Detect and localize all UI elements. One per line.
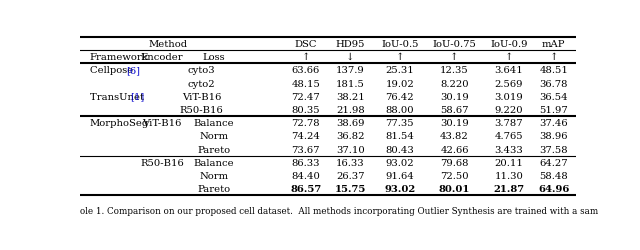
- Text: 2.569: 2.569: [495, 79, 524, 88]
- Text: R50-B16: R50-B16: [180, 106, 223, 114]
- Text: 15.75: 15.75: [335, 184, 366, 193]
- Text: 3.787: 3.787: [495, 119, 524, 128]
- Text: Method: Method: [148, 40, 188, 49]
- Text: 73.67: 73.67: [291, 145, 320, 154]
- Text: 72.47: 72.47: [291, 92, 320, 101]
- Text: 19.02: 19.02: [385, 79, 414, 88]
- Text: 58.67: 58.67: [440, 106, 468, 114]
- Text: 86.33: 86.33: [291, 158, 320, 167]
- Text: 30.19: 30.19: [440, 119, 469, 128]
- Text: HD95: HD95: [335, 40, 365, 49]
- Text: R50-B16: R50-B16: [140, 158, 184, 167]
- Text: 11.30: 11.30: [495, 171, 524, 180]
- Text: 37.46: 37.46: [540, 119, 568, 128]
- Text: ↓: ↓: [346, 53, 355, 62]
- Text: ↑: ↑: [451, 53, 459, 62]
- Text: Pareto: Pareto: [197, 184, 230, 193]
- Text: IoU-0.75: IoU-0.75: [433, 40, 476, 49]
- Text: 30.19: 30.19: [440, 92, 469, 101]
- Text: ViT-B16: ViT-B16: [142, 119, 182, 128]
- Text: 181.5: 181.5: [336, 79, 365, 88]
- Text: 80.01: 80.01: [439, 184, 470, 193]
- Text: 63.66: 63.66: [292, 66, 320, 75]
- Text: 93.02: 93.02: [386, 158, 414, 167]
- Text: 48.15: 48.15: [291, 79, 320, 88]
- Text: 21.87: 21.87: [493, 184, 525, 193]
- Text: 72.50: 72.50: [440, 171, 468, 180]
- Text: 37.58: 37.58: [540, 145, 568, 154]
- Text: 36.78: 36.78: [540, 79, 568, 88]
- Text: cyto3: cyto3: [188, 66, 215, 75]
- Text: 3.019: 3.019: [495, 92, 524, 101]
- Text: 79.68: 79.68: [440, 158, 468, 167]
- Text: [6]: [6]: [125, 66, 140, 75]
- Text: 74.24: 74.24: [291, 132, 320, 141]
- Text: 26.37: 26.37: [336, 171, 365, 180]
- Text: 21.98: 21.98: [336, 106, 365, 114]
- Text: 36.82: 36.82: [336, 132, 365, 141]
- Text: 51.97: 51.97: [540, 106, 568, 114]
- Text: Balance: Balance: [194, 158, 234, 167]
- Text: 37.10: 37.10: [336, 145, 365, 154]
- Text: 137.9: 137.9: [336, 66, 365, 75]
- Text: IoU-0.5: IoU-0.5: [381, 40, 419, 49]
- Text: 64.27: 64.27: [540, 158, 568, 167]
- Text: 3.641: 3.641: [495, 66, 524, 75]
- Text: Framework: Framework: [90, 53, 148, 62]
- Text: 72.78: 72.78: [291, 119, 320, 128]
- Text: 20.11: 20.11: [495, 158, 524, 167]
- Text: MorphoSeg: MorphoSeg: [90, 119, 149, 128]
- Text: Norm: Norm: [199, 132, 228, 141]
- Text: Encoder: Encoder: [141, 53, 183, 62]
- Text: ↑: ↑: [301, 53, 310, 62]
- Text: Norm: Norm: [199, 171, 228, 180]
- Text: 38.96: 38.96: [540, 132, 568, 141]
- Text: 16.33: 16.33: [336, 158, 365, 167]
- Text: 4.765: 4.765: [495, 132, 524, 141]
- Text: cyto2: cyto2: [188, 79, 215, 88]
- Text: DSC: DSC: [294, 40, 317, 49]
- Text: 80.43: 80.43: [385, 145, 414, 154]
- Text: 8.220: 8.220: [440, 79, 468, 88]
- Text: ↑: ↑: [505, 53, 513, 62]
- Text: 64.96: 64.96: [538, 184, 570, 193]
- Text: 88.00: 88.00: [386, 106, 414, 114]
- Text: 12.35: 12.35: [440, 66, 469, 75]
- Text: 77.35: 77.35: [386, 119, 414, 128]
- Text: Loss: Loss: [203, 53, 225, 62]
- Text: Balance: Balance: [194, 119, 234, 128]
- Text: 9.220: 9.220: [495, 106, 524, 114]
- Text: 80.35: 80.35: [291, 106, 320, 114]
- Text: 48.51: 48.51: [540, 66, 568, 75]
- Text: 36.54: 36.54: [540, 92, 568, 101]
- Text: mAP: mAP: [542, 40, 565, 49]
- Text: 93.02: 93.02: [384, 184, 415, 193]
- Text: Pareto: Pareto: [197, 145, 230, 154]
- Text: 86.57: 86.57: [290, 184, 321, 193]
- Text: 3.433: 3.433: [495, 145, 524, 154]
- Text: ↑: ↑: [396, 53, 404, 62]
- Text: 81.54: 81.54: [385, 132, 414, 141]
- Text: [1]: [1]: [131, 92, 145, 101]
- Text: 38.21: 38.21: [336, 92, 365, 101]
- Text: 91.64: 91.64: [385, 171, 414, 180]
- Text: 76.42: 76.42: [386, 92, 414, 101]
- Text: 58.48: 58.48: [540, 171, 568, 180]
- Text: ole 1. Comparison on our proposed cell dataset.  All methods incorporating Outli: ole 1. Comparison on our proposed cell d…: [80, 206, 598, 215]
- Text: ViT-B16: ViT-B16: [182, 92, 221, 101]
- Text: 42.66: 42.66: [440, 145, 468, 154]
- Text: 38.69: 38.69: [336, 119, 365, 128]
- Text: TransUnet: TransUnet: [90, 92, 147, 101]
- Text: 84.40: 84.40: [291, 171, 320, 180]
- Text: 43.82: 43.82: [440, 132, 469, 141]
- Text: 25.31: 25.31: [385, 66, 414, 75]
- Text: IoU-0.9: IoU-0.9: [490, 40, 528, 49]
- Text: Cellpose: Cellpose: [90, 66, 136, 75]
- Text: ↑: ↑: [550, 53, 558, 62]
